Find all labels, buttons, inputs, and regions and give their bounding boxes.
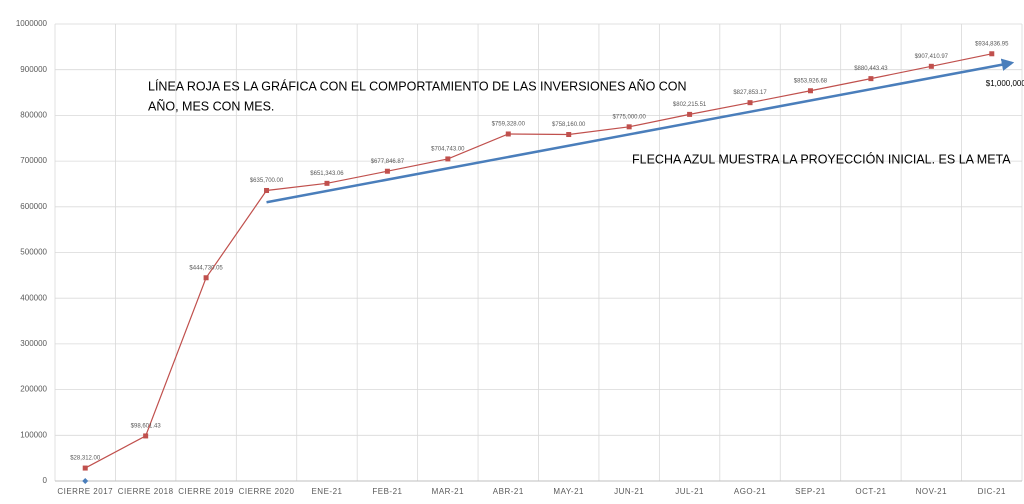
y-tick-label: 500000	[20, 248, 47, 257]
point	[747, 100, 753, 106]
data-label: $28,312.00	[70, 456, 101, 462]
x-tick-label: ENE-21	[311, 487, 342, 496]
y-tick-label: 400000	[20, 293, 47, 302]
annotation: AÑO, MES CON MES.	[148, 99, 274, 113]
data-label: $880,443.43	[854, 66, 888, 72]
data-label: $444,730.05	[189, 265, 223, 271]
point	[505, 131, 511, 137]
series: $28,312.00 $98,601.43 $444,730.05 $635,700.…	[70, 41, 1009, 471]
data-label: $853,926.68	[794, 78, 828, 84]
data-label: $934,836.95	[975, 41, 1009, 47]
data-label: $775,000.00	[612, 114, 646, 120]
point	[82, 478, 89, 484]
x-tick-label: AGO-21	[734, 487, 766, 496]
annotation: LÍNEA ROJA ES LA GRÁFICA CON EL COMPORTA…	[148, 78, 687, 93]
y-tick-label: 100000	[20, 430, 47, 439]
data-label: $802,215.51	[673, 102, 707, 108]
x-tick-label: DIC-21	[978, 487, 1006, 496]
point	[384, 168, 390, 174]
point	[264, 187, 270, 193]
point	[566, 132, 572, 138]
x-tick-label: CIERRE 2018	[118, 487, 174, 496]
annotation: FLECHA AZUL MUESTRA LA PROYECCIÓN INICIA…	[632, 151, 1011, 166]
y-tick-label: 0	[43, 476, 48, 485]
data-label: $704,743.00	[431, 147, 465, 153]
point	[626, 124, 632, 130]
y-tick-label: 200000	[20, 385, 47, 394]
y-tick-label: 1000000	[16, 19, 48, 28]
point	[143, 433, 149, 439]
data-label: $98,601.43	[131, 424, 162, 430]
point	[687, 111, 693, 117]
y-tick-label: 600000	[20, 202, 47, 211]
x-tick-label: CIERRE 2019	[178, 487, 234, 496]
x-tick-label: CIERRE 2017	[57, 487, 113, 496]
arrow-label: $1,000,000	[986, 79, 1024, 88]
y-tick-label: 800000	[20, 111, 47, 120]
x-tick-label: MAR-21	[432, 487, 464, 496]
x-tick-label: ABR-21	[493, 487, 524, 496]
x-tick-label: JUN-21	[614, 487, 644, 496]
x-tick-label: MAY-21	[553, 487, 584, 496]
point	[324, 180, 330, 186]
series	[82, 478, 89, 484]
projection-arrow	[266, 58, 1015, 204]
data-label: $827,853.17	[733, 90, 767, 96]
data-label: $759,328.00	[492, 122, 526, 128]
x-tick-label: JUL-21	[675, 487, 704, 496]
y-tick-label: 300000	[20, 339, 47, 348]
data-label: $651,343.06	[310, 171, 344, 177]
series-line	[84, 53, 992, 469]
point	[989, 51, 995, 57]
point	[445, 156, 451, 162]
x-tick-label: NOV-21	[916, 487, 948, 496]
point	[203, 275, 209, 281]
x-tick-label: SEP-21	[795, 487, 826, 496]
y-tick-label: 700000	[20, 156, 47, 165]
x-tick-label: CIERRE 2020	[239, 487, 295, 496]
data-label: $635,700.00	[250, 178, 284, 184]
data-label: $907,410.97	[915, 54, 949, 60]
data-label: $677,846.87	[371, 159, 405, 165]
data-label: $758,160.00	[552, 122, 586, 128]
x-tick-label: FEB-21	[372, 487, 402, 496]
point	[807, 88, 813, 94]
y-tick-label: 900000	[20, 65, 47, 74]
point	[928, 63, 934, 69]
point	[82, 465, 88, 471]
x-tick-label: OCT-21	[855, 487, 886, 496]
point	[868, 76, 874, 82]
